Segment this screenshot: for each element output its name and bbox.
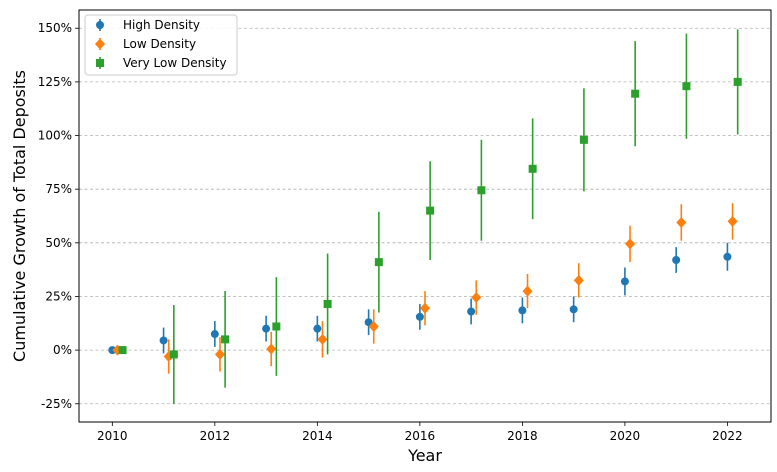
very-low-density-point [682, 82, 691, 91]
y-tick-label: 100% [38, 129, 72, 143]
low-density-point [368, 321, 379, 333]
very-low-density-point [733, 77, 742, 86]
y-tick-label: 0% [53, 343, 72, 357]
high-density-point [262, 324, 271, 333]
legend: High Density Low Density Very Low Density [84, 14, 238, 76]
y-tick-label: 125% [38, 75, 72, 89]
low-density-point [471, 292, 482, 304]
x-tick-label: 2020 [610, 429, 641, 443]
low-density-point [317, 333, 328, 345]
series-very-low-density [118, 29, 742, 404]
very-low-density-point [272, 322, 281, 331]
very-low-density-point [118, 346, 127, 355]
x-axis: 2010 2012 2014 2016 2018 2020 2022 [97, 422, 743, 443]
high-density-point [210, 330, 219, 339]
y-axis-label: Cumulative Growth of Total Deposits [10, 70, 29, 362]
low-density-point [522, 285, 533, 297]
low-density-point [266, 343, 277, 355]
low-density-point [625, 238, 636, 250]
high-density-point [518, 306, 527, 315]
y-tick-label: 150% [38, 21, 72, 35]
high-density-point [672, 255, 681, 264]
very-low-density-point [323, 299, 332, 308]
high-density-point [159, 336, 168, 345]
very-low-density-point [477, 186, 486, 195]
legend-high-density-label: High Density [123, 18, 200, 32]
high-density-point [467, 307, 476, 316]
plot-frame [78, 9, 772, 423]
low-density-point [727, 215, 738, 227]
grid-lines [79, 27, 771, 405]
series-high-density [108, 242, 732, 355]
very-low-density-point [631, 89, 640, 98]
low-density-point [573, 274, 584, 286]
low-density-point [420, 302, 430, 314]
x-tick-label: 2010 [97, 429, 128, 443]
very-low-density-point [221, 335, 230, 344]
y-tick-label: 50% [45, 236, 72, 250]
y-tick-label: 75% [45, 182, 72, 196]
legend-low-density-label: Low Density [123, 37, 196, 51]
very-low-density-point [426, 206, 435, 215]
legend-very-low-density-marker [96, 59, 104, 67]
legend-frame [84, 14, 238, 76]
low-density-point [214, 348, 225, 360]
y-axis: -25% 0% 25% 50% 75% 100% 125% 150% [38, 21, 79, 411]
x-tick-label: 2012 [200, 429, 231, 443]
x-tick-label: 2014 [302, 429, 333, 443]
data-points [108, 29, 742, 404]
low-density-point [676, 216, 687, 228]
x-axis-label: Year [407, 446, 442, 465]
legend-very-low-density-label: Very Low Density [123, 56, 227, 70]
very-low-density-point [528, 164, 537, 173]
y-tick-label: 25% [45, 289, 72, 303]
x-tick-label: 2016 [405, 429, 436, 443]
x-tick-label: 2018 [507, 429, 538, 443]
very-low-density-point [374, 258, 383, 267]
high-density-point [364, 318, 373, 327]
legend-high-density-marker [96, 21, 104, 29]
legend-low-density-marker [95, 38, 105, 50]
high-density-point [569, 305, 578, 314]
high-density-point [723, 252, 732, 261]
high-density-point [313, 324, 322, 333]
very-low-density-point [169, 350, 178, 359]
high-density-point [620, 277, 629, 286]
series-low-density [112, 203, 738, 374]
x-tick-label: 2022 [712, 429, 743, 443]
y-tick-label: -25% [41, 397, 72, 411]
high-density-point [415, 312, 424, 321]
very-low-density-point [579, 135, 588, 144]
